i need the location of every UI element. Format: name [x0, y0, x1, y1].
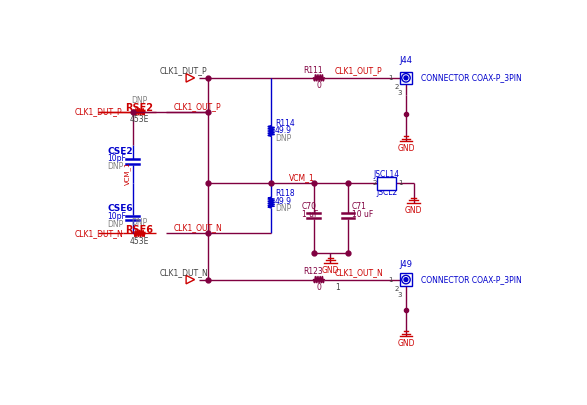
- Text: CLK1_DUT_N: CLK1_DUT_N: [160, 268, 208, 277]
- Text: 453E: 453E: [130, 115, 149, 124]
- Text: CLK1_OUT_P: CLK1_OUT_P: [335, 66, 383, 75]
- Text: C70: C70: [302, 202, 317, 211]
- Text: 453E: 453E: [130, 237, 149, 245]
- Text: 2: 2: [372, 180, 377, 186]
- Text: GND: GND: [397, 339, 414, 348]
- Text: R114: R114: [275, 119, 295, 128]
- Bar: [400, 273, 412, 286]
- Text: DNP: DNP: [275, 134, 291, 143]
- Text: 0: 0: [316, 283, 321, 292]
- Text: 49.9: 49.9: [275, 126, 292, 136]
- Text: 2: 2: [394, 286, 399, 292]
- Text: R118: R118: [275, 189, 295, 198]
- Text: 1: 1: [398, 180, 403, 186]
- Text: 10 uF: 10 uF: [352, 210, 373, 219]
- Circle shape: [404, 278, 408, 281]
- Text: DNP: DNP: [107, 162, 123, 171]
- Text: CLK1_DUT_P: CLK1_DUT_P: [75, 107, 123, 116]
- Text: DNP: DNP: [275, 204, 291, 213]
- Text: 49.9: 49.9: [275, 196, 292, 206]
- Text: 3: 3: [397, 292, 402, 298]
- Text: CSE6: CSE6: [107, 204, 133, 213]
- Text: J44: J44: [399, 56, 413, 66]
- Text: CONNECTOR COAX-P_3PIN: CONNECTOR COAX-P_3PIN: [421, 73, 522, 82]
- Text: RSE2: RSE2: [126, 103, 154, 113]
- Text: CLK1_OUT_N: CLK1_OUT_N: [335, 268, 384, 277]
- Text: 1: 1: [389, 277, 393, 283]
- Bar: [400, 72, 412, 84]
- Circle shape: [404, 76, 408, 80]
- Text: 1 uF: 1 uF: [302, 210, 318, 219]
- Text: CLK1_OUT_P: CLK1_OUT_P: [173, 102, 221, 111]
- Text: R123: R123: [303, 267, 323, 276]
- Text: RSE6: RSE6: [126, 224, 154, 234]
- Text: 1: 1: [335, 283, 340, 292]
- Text: CONNECTOR COAX-P_3PIN: CONNECTOR COAX-P_3PIN: [421, 275, 522, 284]
- Text: JSCL14: JSCL14: [374, 170, 400, 179]
- Text: JSCL2: JSCL2: [376, 188, 397, 197]
- Text: GND: GND: [405, 206, 423, 215]
- Text: R111: R111: [303, 66, 323, 75]
- Text: CLK1_OUT_N: CLK1_OUT_N: [173, 224, 222, 232]
- Text: 10pF: 10pF: [107, 154, 126, 163]
- Text: GND: GND: [322, 266, 339, 275]
- Text: J49: J49: [399, 260, 413, 269]
- Text: DNP: DNP: [131, 96, 148, 105]
- Text: 10pF: 10pF: [107, 212, 126, 221]
- Text: CLK1_DUT_N: CLK1_DUT_N: [75, 229, 124, 238]
- Text: CSE2: CSE2: [107, 147, 133, 156]
- Text: VCM_1: VCM_1: [289, 173, 315, 182]
- Text: GND: GND: [397, 144, 414, 153]
- Text: C71: C71: [352, 202, 367, 211]
- Text: 2: 2: [394, 84, 399, 90]
- Text: 0: 0: [316, 81, 321, 90]
- Bar: [377, 177, 396, 190]
- Text: DNP: DNP: [131, 218, 148, 227]
- Text: DNP: DNP: [107, 220, 123, 229]
- Text: 1: 1: [389, 75, 393, 81]
- Text: VCM_1: VCM_1: [124, 162, 130, 185]
- Text: CLK1_DUT_P: CLK1_DUT_P: [160, 66, 207, 75]
- Text: 3: 3: [397, 90, 402, 96]
